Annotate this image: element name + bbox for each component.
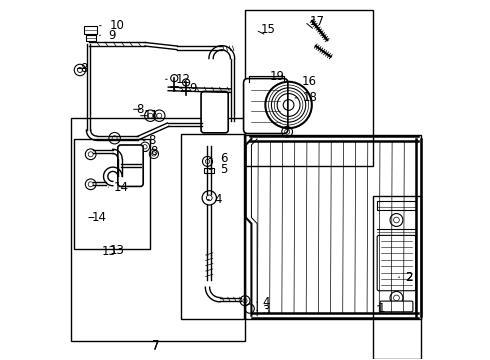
FancyBboxPatch shape [380, 301, 413, 312]
FancyBboxPatch shape [244, 78, 288, 134]
Text: 4: 4 [262, 296, 270, 309]
FancyBboxPatch shape [118, 145, 143, 186]
Text: 4: 4 [215, 193, 222, 206]
Text: 7: 7 [152, 338, 160, 351]
Text: 9: 9 [190, 82, 197, 95]
Text: 2: 2 [405, 271, 413, 284]
Bar [373, 196, 421, 359]
Bar [181, 134, 245, 319]
FancyBboxPatch shape [377, 202, 416, 210]
Bar [71, 118, 245, 342]
Text: 5: 5 [220, 163, 227, 176]
Text: 10: 10 [109, 19, 124, 32]
Text: 13: 13 [102, 245, 117, 258]
FancyBboxPatch shape [84, 26, 97, 33]
Text: 8: 8 [148, 134, 156, 147]
FancyBboxPatch shape [204, 168, 214, 173]
Bar [74, 139, 150, 249]
FancyBboxPatch shape [377, 235, 416, 291]
Text: 7: 7 [152, 339, 159, 352]
Text: 13: 13 [109, 244, 124, 257]
Text: 8: 8 [80, 62, 87, 75]
FancyBboxPatch shape [201, 91, 228, 133]
Bar [245, 135, 421, 319]
Text: 8: 8 [150, 145, 158, 158]
Text: 17: 17 [310, 15, 325, 28]
Text: 14: 14 [114, 181, 129, 194]
Text: 14: 14 [92, 211, 106, 224]
Bar [245, 10, 373, 166]
Text: 1: 1 [375, 304, 383, 317]
Text: 9: 9 [109, 29, 116, 42]
Text: 12: 12 [175, 73, 190, 86]
Text: 18: 18 [303, 91, 318, 104]
Text: 19: 19 [270, 70, 284, 83]
Text: 1: 1 [378, 302, 386, 315]
Text: 11: 11 [143, 109, 158, 122]
FancyBboxPatch shape [86, 35, 96, 41]
Text: 3: 3 [262, 304, 270, 317]
Text: 8: 8 [136, 103, 144, 116]
Text: 16: 16 [302, 75, 317, 88]
Text: 6: 6 [220, 152, 227, 165]
Text: 15: 15 [261, 23, 276, 36]
Text: 2: 2 [405, 271, 413, 284]
